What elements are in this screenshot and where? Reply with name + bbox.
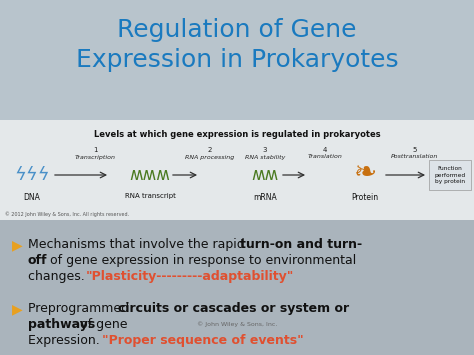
Text: 3: 3 (263, 147, 267, 153)
Text: ▶: ▶ (12, 238, 23, 252)
Text: of gene: of gene (80, 318, 128, 331)
Text: mRNA: mRNA (253, 193, 277, 202)
Text: Levels at which gene expression is regulated in prokaryotes: Levels at which gene expression is regul… (94, 130, 380, 139)
Polygon shape (0, 120, 474, 220)
Text: Function
performed
by protein: Function performed by protein (435, 166, 465, 184)
Text: "Proper sequence of events": "Proper sequence of events" (102, 334, 304, 347)
Text: circuits or cascades or system or: circuits or cascades or system or (118, 302, 349, 315)
Text: RNA transcript: RNA transcript (125, 193, 175, 199)
Text: ϟϟϟ: ϟϟϟ (14, 166, 50, 184)
Polygon shape (0, 220, 474, 355)
Polygon shape (0, 0, 474, 120)
Text: pathways: pathways (28, 318, 95, 331)
Text: turn-on and turn-: turn-on and turn- (240, 238, 362, 251)
Text: © John Wiley & Sons, Inc.: © John Wiley & Sons, Inc. (197, 321, 277, 327)
Text: 1: 1 (93, 147, 97, 153)
Text: Transcription: Transcription (74, 154, 116, 159)
Text: "Plasticity---------adaptability": "Plasticity---------adaptability" (86, 270, 294, 283)
Text: ʍʍʍ: ʍʍʍ (129, 166, 171, 184)
Text: ʍʍ: ʍʍ (251, 166, 279, 184)
Text: 5: 5 (413, 147, 417, 153)
Text: of gene expression in response to environmental: of gene expression in response to enviro… (50, 254, 356, 267)
Text: Posttranslation: Posttranslation (392, 154, 439, 159)
Text: ❧: ❧ (354, 159, 377, 187)
Text: Expression.: Expression. (28, 334, 108, 347)
FancyBboxPatch shape (429, 160, 471, 190)
Text: 2: 2 (208, 147, 212, 153)
Text: RNA processing: RNA processing (185, 154, 235, 159)
Text: Translation: Translation (308, 154, 342, 159)
Text: RNA stability: RNA stability (245, 154, 285, 159)
Text: ▶: ▶ (12, 302, 23, 316)
Text: Preprogrammed: Preprogrammed (28, 302, 133, 315)
Text: DNA: DNA (24, 193, 40, 202)
Text: changes.: changes. (28, 270, 93, 283)
Text: off: off (28, 254, 47, 267)
Text: 4: 4 (323, 147, 327, 153)
Text: Mechanisms that involve the rapid: Mechanisms that involve the rapid (28, 238, 249, 251)
Text: Protein: Protein (351, 193, 379, 202)
Text: Regulation of Gene
Expression in Prokaryotes: Regulation of Gene Expression in Prokary… (76, 18, 398, 72)
Text: © 2012 John Wiley & Sons, Inc. All rights reserved.: © 2012 John Wiley & Sons, Inc. All right… (5, 211, 129, 217)
